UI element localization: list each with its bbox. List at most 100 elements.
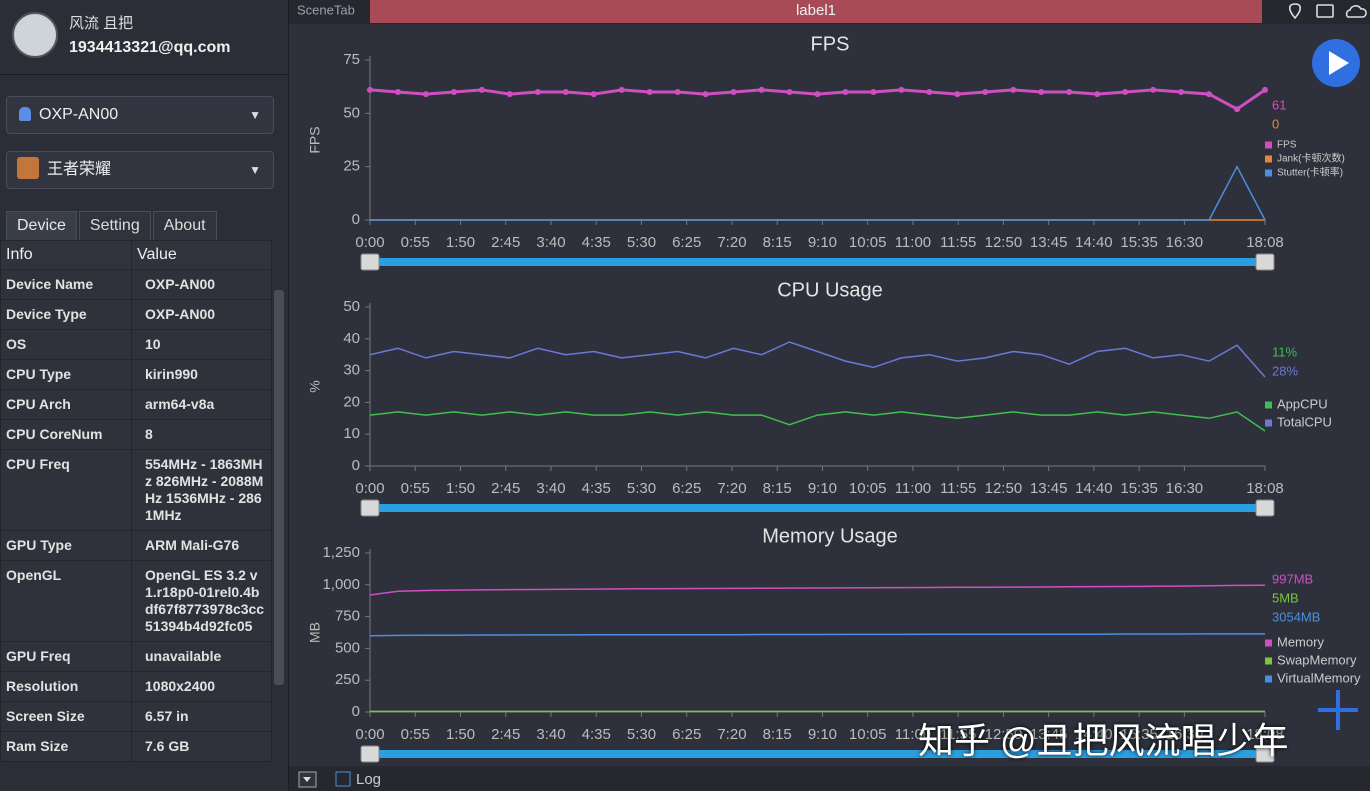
key-cell: Device Name <box>0 269 132 300</box>
tab[interactable]: Device <box>6 211 77 241</box>
value-cell: kirin990 <box>131 359 272 390</box>
range-slider[interactable] <box>370 750 1265 758</box>
x-tick-label: 2:45 <box>491 726 520 743</box>
point <box>786 89 793 95</box>
x-tick-label: 6:25 <box>672 726 701 743</box>
cloud-icon[interactable] <box>1345 5 1367 18</box>
legend-swatch <box>1265 675 1272 683</box>
background <box>289 0 1370 791</box>
series-line <box>369 633 1265 637</box>
app-select[interactable]: 王者荣耀 ▼ <box>6 151 274 189</box>
point <box>982 89 989 95</box>
slider-handle[interactable] <box>360 745 380 763</box>
x-tick-label: 0:55 <box>401 234 430 251</box>
key-cell: GPU Type <box>0 530 132 561</box>
device-select[interactable]: OXP-AN00 ▼ <box>6 96 274 134</box>
x-tick-label: 18:08 <box>1246 726 1284 743</box>
x-tick-label: 11:00 <box>895 480 931 497</box>
header-row: Info Value <box>0 240 272 270</box>
legend-label: SwapMemory <box>1277 652 1357 667</box>
chart-title: Memory Usage <box>762 525 898 547</box>
key-cell: CPU CoreNum <box>0 419 132 450</box>
user-email: 1934413321@qq.com <box>69 39 231 56</box>
point <box>926 89 933 95</box>
x-tick-label: 14:40 <box>1075 726 1113 743</box>
point <box>674 89 681 95</box>
folder-icon[interactable] <box>1316 4 1334 18</box>
point <box>506 91 513 98</box>
slider-handle[interactable] <box>360 499 380 517</box>
tab[interactable]: Setting <box>78 211 151 241</box>
key-cell: CPU Freq <box>0 449 132 531</box>
x-tick-label: 16:30 <box>1166 480 1204 497</box>
slider-handle[interactable] <box>360 253 380 271</box>
x-tick-label: 16:30 <box>1166 234 1204 251</box>
legend-swatch <box>1265 419 1272 427</box>
range-slider[interactable] <box>370 258 1265 266</box>
x-tick-label: 3:40 <box>536 480 565 497</box>
latest-value: 0 <box>1272 116 1279 131</box>
table-row: OpenGL OpenGL ES 3.2 v1.r18p0-01rel0.4bdf… <box>0 560 272 642</box>
x-tick-label: 7:20 <box>717 234 746 251</box>
tabs: Device Setting About <box>6 211 217 241</box>
point <box>1038 89 1045 95</box>
legend-swatch <box>1265 141 1272 149</box>
x-tick-label: 13:45 <box>1030 480 1068 497</box>
y-tick-label: 50 <box>343 298 360 315</box>
location-icon[interactable] <box>1288 3 1302 20</box>
legend-swatch <box>1265 169 1272 177</box>
y-tick-label: 10 <box>343 425 360 442</box>
latest-value: 61 <box>1272 97 1286 112</box>
point <box>534 89 541 95</box>
x-tick-label: 0:00 <box>355 726 384 743</box>
x-tick-label: 4:35 <box>582 480 611 497</box>
point <box>450 89 457 95</box>
label-bar[interactable] <box>370 0 1262 23</box>
point <box>870 89 877 95</box>
x-tick-label: 0:55 <box>401 480 430 497</box>
table-row: Ram Size 7.6 GB <box>0 731 272 762</box>
tab[interactable]: About <box>152 211 217 241</box>
series-line <box>369 584 1266 596</box>
scrollbar[interactable] <box>274 290 284 685</box>
log-checkbox[interactable] <box>335 771 351 787</box>
watermark: 知乎 @且把风流唱少年 <box>918 720 1289 761</box>
point <box>646 89 653 95</box>
legend-label: Stutter(卡顿率) <box>1277 166 1343 179</box>
x-tick-label: 6:25 <box>672 234 701 251</box>
slider-handle[interactable] <box>1255 745 1275 763</box>
dropdown-icon <box>303 777 311 782</box>
add-button[interactable] <box>1318 690 1358 730</box>
legend-swatch <box>1265 155 1272 163</box>
x-tick-label: 15:35 <box>1120 234 1158 251</box>
table-row: CPU Freq 554MHz - 1863MHz 826MHz - 2088MH… <box>0 449 272 531</box>
point <box>954 91 961 98</box>
bottom-bar <box>289 766 1370 791</box>
x-tick-label: 1:50 <box>446 480 475 497</box>
x-tick-label: 10:05 <box>849 234 887 251</box>
point <box>478 86 485 93</box>
x-tick-label: 1:50 <box>446 234 475 251</box>
table-row: CPU Arch arm64-v8a <box>0 389 272 420</box>
x-tick-label: 4:35 <box>582 234 611 251</box>
slider-handle[interactable] <box>1255 499 1275 517</box>
x-tick-label: 7:20 <box>717 726 746 743</box>
legend-label: TotalCPU <box>1277 414 1332 429</box>
point <box>1262 86 1268 93</box>
x-tick-label: 7:20 <box>717 480 746 497</box>
value-cell: OXP-AN00 <box>131 299 272 330</box>
x-tick-label: 16:30 <box>1166 726 1204 743</box>
slider-handle[interactable] <box>1255 253 1275 271</box>
value-cell: 554MHz - 1863MHz 826MHz - 2088MHz 1536MH… <box>131 449 272 531</box>
x-tick-label: 5:30 <box>627 234 656 251</box>
x-tick-label: 14:40 <box>1075 234 1113 251</box>
range-slider[interactable] <box>370 504 1265 512</box>
latest-value: 3054MB <box>1272 609 1320 624</box>
divider <box>0 74 288 75</box>
key-cell: Device Type <box>0 299 132 330</box>
point <box>702 91 709 98</box>
x-tick-label: 5:30 <box>627 480 656 497</box>
x-tick-label: 1:50 <box>446 726 475 743</box>
scene-tab[interactable]: SceneTab <box>297 2 355 17</box>
value-cell: arm64-v8a <box>131 389 272 420</box>
